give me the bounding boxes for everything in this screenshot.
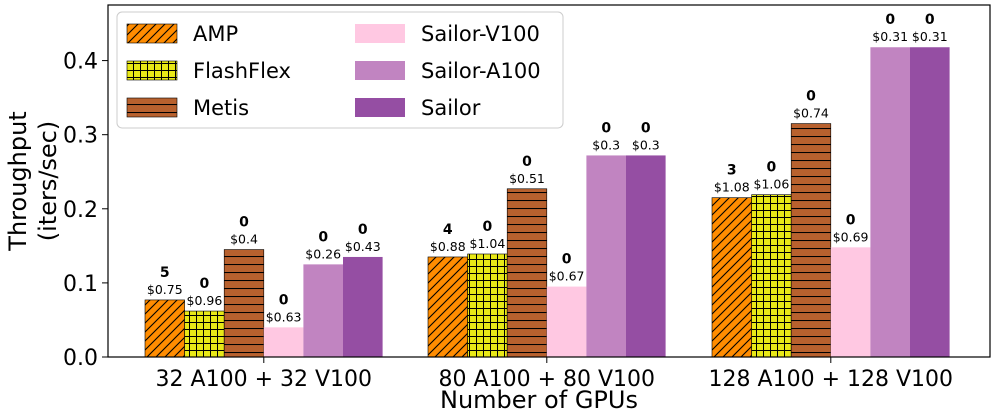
bar-cost-label: $0.3: [592, 137, 620, 152]
bar-cost-label: $0.26: [305, 246, 341, 261]
bar-count-label: 5: [160, 265, 170, 281]
axes-group: 0.0 0.1 0.2 0.3 0.4 32 A100 + 32 V100 80 A100 …: [63, 4, 991, 392]
bar-cost-label: $1.08: [714, 180, 750, 195]
bar-count-label: 0: [483, 219, 493, 235]
bar-sailor-a100-2: [586, 155, 626, 357]
bar-cost-label: $1.04: [470, 236, 506, 251]
bar-sailor-v100-2: [546, 286, 587, 357]
legend-label-flashflex: FlashFlex: [193, 59, 291, 83]
bar-sailor-3: [910, 47, 950, 358]
bar-cost-label: $0.88: [430, 239, 466, 254]
bar-flashflex-2: [467, 253, 508, 358]
x-tick-label: 128 A100 + 128 V100: [709, 367, 953, 392]
bar-sailor-2: [626, 155, 666, 357]
legend-label-sailor: Sailor: [421, 96, 481, 120]
legend-label-sailor-a100: Sailor-A100: [421, 59, 541, 83]
legend-swatch-flashflex: [126, 60, 178, 81]
bar-cost-label: $0.63: [266, 309, 302, 324]
bar-cost-label: $0.43: [345, 239, 381, 254]
bars-group: [144, 47, 950, 358]
legend-swatch-sailor-a100: [355, 61, 405, 80]
legend: AMP FlashFlex Metis Sailor-V100 Sailor-A100 S…: [116, 11, 564, 129]
bar-flashflex-3: [751, 194, 792, 358]
bar-count-label: 0: [522, 154, 532, 170]
plot-frame: [107, 4, 991, 358]
bar-cost-label: $0.75: [147, 282, 183, 297]
legend-box: [116, 11, 564, 129]
bar-count-label: 0: [358, 222, 368, 238]
legend-label-metis: Metis: [193, 96, 249, 120]
bar-count-label: 0: [601, 120, 611, 136]
bar-flashflex-1: [184, 310, 225, 358]
legend-swatch-sailor-v100: [355, 24, 405, 43]
bar-count-label: 0: [846, 212, 856, 228]
bar-count-label: 0: [641, 120, 651, 136]
bar-count-label: 0: [925, 12, 935, 28]
bar-cost-label: $0.3: [632, 137, 660, 152]
bar-cost-label: $0.31: [872, 29, 908, 44]
y-axis-label-line: Throughput: [4, 111, 32, 251]
bar-metis-2: [506, 188, 548, 358]
y-axis-label: Throughput(iters/sec): [4, 111, 62, 251]
y-axis-label-line: (iters/sec): [34, 121, 62, 242]
legend-label-sailor-v100: Sailor-V100: [421, 22, 540, 46]
y-tick-label: 0.0: [63, 346, 98, 371]
bar-cost-label: $0.51: [509, 171, 545, 186]
bar-count-label: 0: [239, 215, 249, 231]
legend-label-amp: AMP: [193, 22, 238, 46]
bar-cost-label: $0.69: [833, 229, 869, 244]
bar-count-label: 0: [200, 276, 210, 292]
bar-cost-label: $0.96: [187, 293, 223, 308]
bar-sailor-a100-3: [870, 47, 910, 358]
bar-cost-label: $0.31: [912, 29, 948, 44]
bar-cost-label: $0.74: [793, 106, 829, 121]
x-tick-label: 80 A100 + 80 V100: [439, 367, 655, 392]
bar-cost-label: $0.4: [230, 232, 258, 247]
legend-swatch-amp: [126, 23, 178, 44]
bar-amp-2: [427, 256, 468, 358]
y-tick-label: 0.1: [63, 272, 98, 297]
bar-count-label: 4: [443, 222, 453, 238]
legend-swatch-metis: [126, 97, 178, 118]
y-tick-label: 0.3: [63, 124, 98, 149]
bar-amp-3: [711, 197, 752, 358]
legend-swatch-sailor: [355, 98, 405, 117]
bar-sailor-v100-3: [830, 247, 871, 357]
bar-cost-label: $0.67: [549, 269, 585, 284]
bar-cost-label: $1.06: [754, 177, 790, 192]
y-tick-label: 0.4: [63, 50, 98, 75]
bar-count-label: 0: [885, 12, 895, 28]
bar-sailor-1: [343, 256, 383, 357]
bar-metis-1: [223, 249, 265, 358]
bar-count-label: 3: [727, 163, 737, 179]
bar-amp-1: [144, 299, 185, 358]
x-tick-label: 32 A100 + 32 V100: [156, 367, 372, 392]
bar-count-label: 0: [767, 160, 777, 176]
bar-count-label: 0: [318, 229, 328, 245]
y-tick-label: 0.2: [63, 198, 98, 223]
bar-sailor-v100-1: [263, 327, 304, 357]
bar-count-label: 0: [806, 89, 816, 105]
bar-count-label: 0: [562, 252, 572, 268]
bar-count-label: 0: [279, 292, 289, 308]
bar-metis-3: [790, 123, 832, 358]
x-axis-label: Number of GPUs: [440, 386, 638, 414]
bar-annotations-group: 5$0.75 0$0.960$0.40$0.630$0.260$0.434$0.8…: [147, 12, 948, 324]
bar-sailor-a100-1: [303, 264, 343, 357]
